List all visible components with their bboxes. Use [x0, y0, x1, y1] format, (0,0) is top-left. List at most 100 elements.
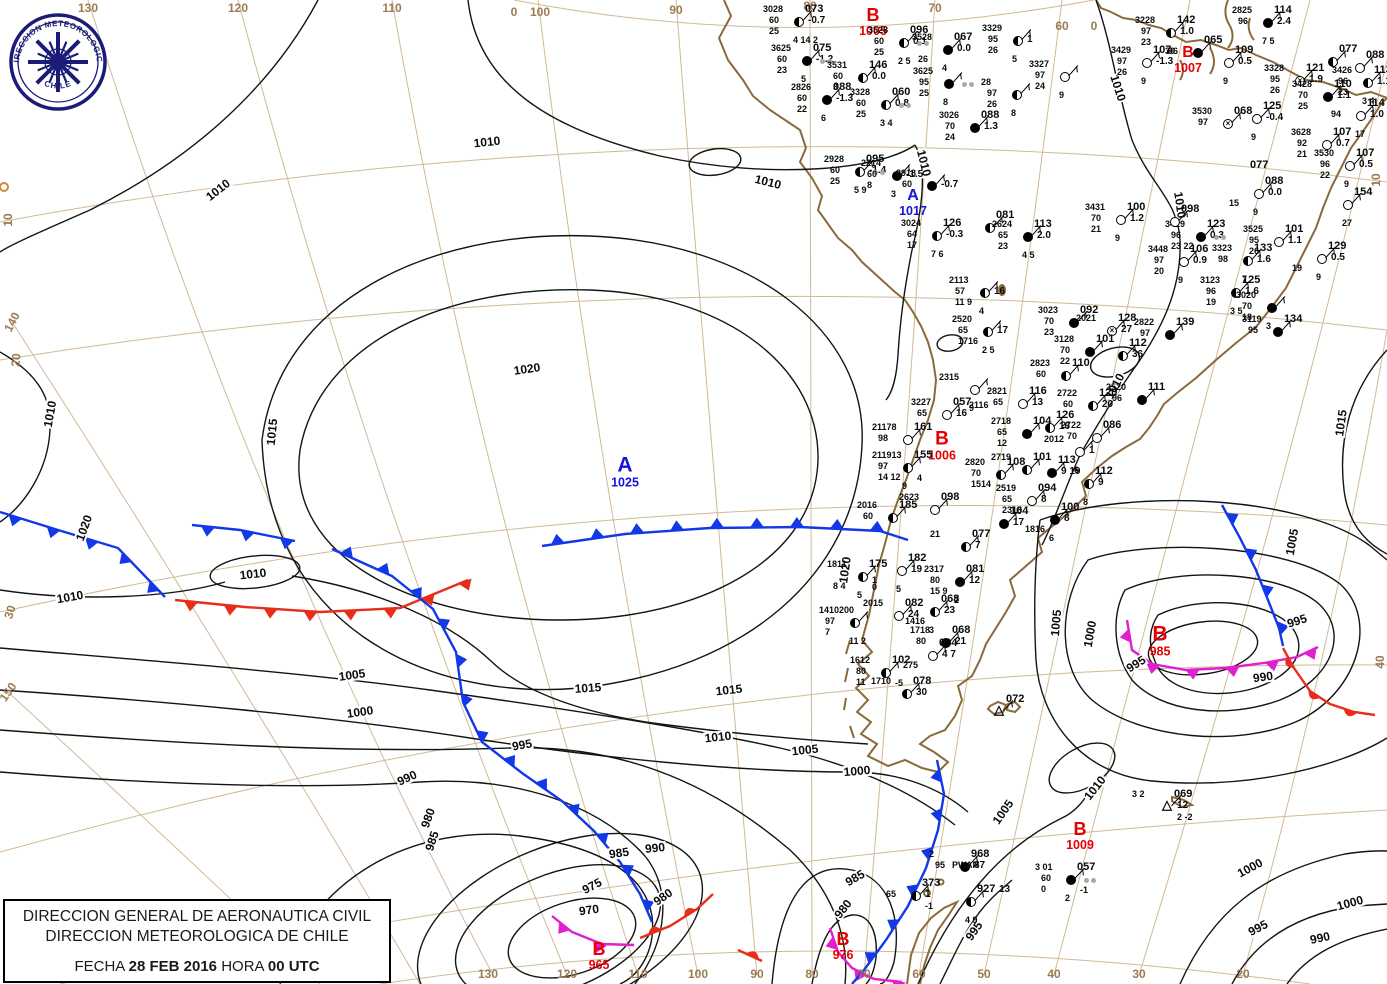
grid-label: 70 [928, 1, 942, 15]
station-symbol [1345, 161, 1355, 171]
station-f: 2 [954, 595, 960, 605]
station-d: 21 [955, 636, 967, 647]
station-symbol [960, 862, 970, 872]
station-a: 3625 [771, 43, 792, 53]
station-symbol [966, 897, 976, 907]
cold-front [541, 517, 909, 548]
station-a: 3 2 [1132, 789, 1145, 799]
grid-label: 130 [477, 967, 499, 981]
station-a: 3228 [1135, 15, 1156, 25]
station-symbol [902, 689, 912, 699]
station-c: 97 [987, 88, 998, 98]
isobar-label: 975 [579, 875, 605, 897]
station-d: 0.0 [1268, 187, 1282, 198]
station-b: 088 [833, 81, 852, 93]
cold-front [851, 759, 946, 984]
station-b: 081 [966, 563, 985, 575]
front-triangle-icon [869, 520, 884, 532]
grid-label: 10 [1, 213, 15, 227]
station-d: 0.7 [1336, 138, 1350, 149]
station-f: 9 [1059, 90, 1065, 100]
station-b: 057 [953, 396, 972, 408]
station-b: 088 [1366, 49, 1385, 61]
station-f: 7 5 [1262, 36, 1275, 46]
station-e: 15 [1229, 198, 1240, 208]
station-a: 2519 [996, 483, 1017, 493]
station-b: 092 [1080, 304, 1099, 316]
station-c: 80 [930, 575, 941, 585]
station-symbol [944, 79, 954, 89]
station-c: 96 [1238, 16, 1249, 26]
station-a: 3119 [1242, 314, 1262, 324]
station-f: 8 [943, 97, 949, 107]
station-d: 8 [1064, 513, 1070, 524]
gray-dot-icon [827, 59, 832, 64]
isobar-label: 1015 [573, 680, 603, 696]
station-e: 15 9 [930, 586, 948, 596]
station-c: 92 [1297, 138, 1308, 148]
station-f: 3 [929, 625, 935, 635]
station-c: 97 [1154, 255, 1165, 265]
station-symbol [1050, 515, 1060, 525]
front-triangle-icon [891, 980, 906, 984]
station-b: 101 [1285, 223, 1304, 235]
station-c: 70 [1060, 345, 1071, 355]
station-b: 086 [1103, 419, 1122, 431]
station-a: 3448 [1148, 244, 1169, 254]
grid-label: 50 [977, 967, 991, 981]
station-c: 60 [769, 15, 780, 25]
station-red-value: 30 [1202, 106, 1213, 116]
front-triangle-icon [1185, 669, 1200, 680]
front-triangle-icon [46, 526, 61, 539]
station-red-value: 13 [999, 884, 1011, 895]
info-box: DIRECCION GENERAL DE AERONAUTICA CIVIL D… [3, 899, 391, 983]
station-b: 060 [892, 86, 911, 98]
station-symbol [930, 505, 940, 515]
cold-front [191, 523, 296, 550]
station-e: 26 [1117, 67, 1128, 77]
svg-text:CHILE: CHILE [43, 79, 73, 91]
station-f: 4 5 [1022, 250, 1035, 260]
station-d: 23 [944, 605, 956, 616]
hora-label: HORA [221, 958, 264, 975]
station-b: 072 [1006, 693, 1025, 705]
warm-front [1281, 647, 1376, 717]
station-d: 9 19 [1061, 466, 1081, 477]
station-f: 3 5 [1230, 306, 1243, 316]
isobar-label: 1020 [72, 512, 96, 544]
station-symbol [1317, 254, 1327, 264]
pressure-center-value: 1025 [611, 475, 639, 490]
front-triangle-icon [789, 517, 804, 528]
station-a: 3327 [1029, 59, 1050, 69]
logo-seal-icon [9, 13, 107, 111]
station-d: 7 [975, 540, 981, 551]
pressure-center-letter: A [907, 187, 919, 205]
station-b: 107 [1333, 126, 1352, 138]
wind-barb-icon [1020, 83, 1031, 95]
isobar-label: 995 [1245, 917, 1271, 939]
station-d: 19 [911, 564, 923, 575]
isobar-label: 1000 [842, 762, 872, 780]
station-symbol [899, 38, 909, 48]
station-symbol [822, 95, 832, 105]
station-symbol [980, 288, 990, 298]
gray-dot-icon [969, 82, 974, 87]
station-c: 65 [958, 325, 969, 335]
station-a: 1710 [871, 676, 892, 686]
station-b: 094 [1038, 482, 1057, 494]
station-symbol [1061, 371, 1071, 381]
gray-dot-icon [873, 170, 878, 175]
station-c: 60 [833, 71, 844, 81]
station-f: 17 [1355, 129, 1366, 139]
station-a: 3531 [827, 60, 848, 70]
station-symbol [881, 100, 891, 110]
agency-line-2: DIRECCION METEOROLOGICA DE CHILE [45, 928, 349, 945]
station-e: 23 [777, 65, 788, 75]
station-a: 3 01 [1035, 862, 1053, 872]
station-d: 13 [1032, 397, 1044, 408]
station-symbol [1118, 351, 1128, 361]
station-c: 60 [777, 54, 788, 64]
station-a: 3323 [1212, 243, 1233, 253]
front-semicircle-icon [746, 951, 759, 960]
gray-dot-icon [820, 59, 825, 64]
